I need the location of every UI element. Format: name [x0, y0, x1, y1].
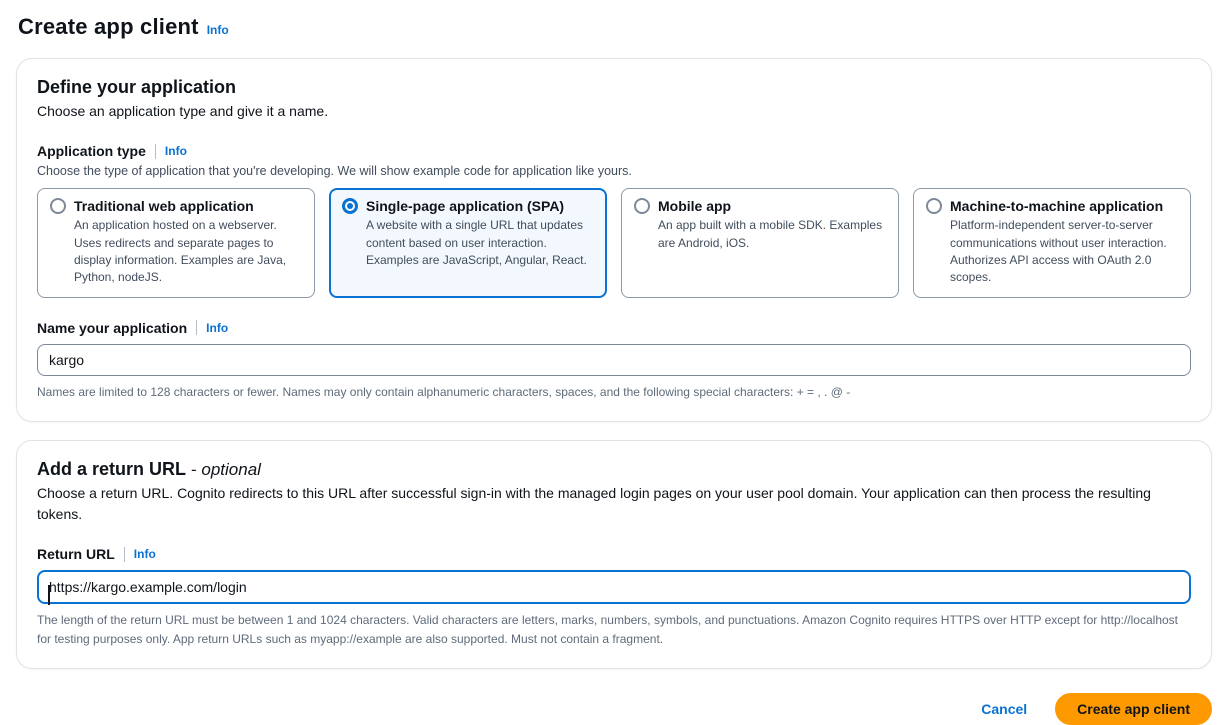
label-divider — [154, 143, 156, 159]
tile-title: Mobile app — [658, 198, 732, 215]
radio-unselected-icon[interactable] — [634, 198, 650, 215]
tile-title: Machine-to-machine application — [950, 198, 1164, 215]
label-divider — [196, 320, 198, 336]
tile-description: Platform-independent server-to-server co… — [950, 218, 1167, 285]
page-title: Create app client — [18, 14, 199, 39]
application-type-label: Application type — [37, 143, 146, 160]
optional-label: optional — [201, 460, 261, 480]
tile-title: Single-page application (SPA) — [366, 198, 565, 215]
radio-unselected-icon[interactable] — [50, 198, 66, 215]
return-url-input-wrap — [37, 570, 1191, 606]
cancel-button[interactable]: Cancel — [981, 701, 1028, 718]
app-name-constraint: Names are limited to 128 characters or f… — [37, 384, 851, 399]
tile-description: A website with a single URL that updates… — [366, 218, 587, 268]
application-type-tiles: Traditional web application An applicati… — [37, 188, 1191, 298]
label-divider — [123, 546, 125, 562]
return-url-label: Return URL — [37, 546, 115, 563]
tile-machine-to-machine-application[interactable]: Machine-to-machine application Platform-… — [913, 188, 1191, 298]
tile-single-page-application[interactable]: Single-page application (SPA) A website … — [329, 188, 607, 298]
application-type-info-link[interactable]: Info — [164, 144, 187, 159]
radio-selected-icon[interactable] — [342, 198, 358, 215]
app-name-label-row: Name your application Info — [37, 320, 1191, 336]
return-url-section-heading: Add a return URL - optional — [37, 459, 261, 480]
optional-separator: - — [190, 460, 197, 480]
page-title-info-link[interactable]: Info — [206, 23, 229, 37]
page-header: Create app client Info — [16, 14, 1212, 40]
return-url-panel: Add a return URL - optional Choose a ret… — [16, 440, 1212, 670]
return-url-constraint: The length of the return URL must be bet… — [37, 613, 1179, 646]
application-type-description: Choose the type of application that you'… — [37, 164, 632, 179]
return-url-label-row: Return URL Info — [37, 546, 1191, 562]
tile-description: An application hosted on a webserver. Us… — [74, 218, 287, 285]
tile-title: Traditional web application — [74, 198, 254, 215]
app-name-input[interactable] — [37, 343, 1191, 376]
text-caret — [48, 585, 50, 606]
application-type-label-row: Application type Info — [37, 143, 1191, 159]
return-url-description: Choose a return URL. Cognito redirects t… — [37, 485, 1151, 522]
app-name-info-link[interactable]: Info — [206, 320, 229, 335]
create-app-client-button[interactable]: Create app client — [1055, 693, 1212, 725]
return-url-input[interactable] — [37, 570, 1191, 605]
app-name-label: Name your application — [37, 319, 188, 336]
footer-actions: Cancel Create app client — [16, 693, 1212, 725]
define-section-subheading: Choose an application type and give it a… — [37, 103, 329, 119]
tile-traditional-web-application[interactable]: Traditional web application An applicati… — [37, 188, 315, 298]
tile-mobile-app[interactable]: Mobile app An app built with a mobile SD… — [621, 188, 899, 298]
return-url-info-link[interactable]: Info — [133, 547, 156, 562]
define-application-panel: Define your application Choose an applic… — [16, 58, 1212, 423]
tile-description: An app built with a mobile SDK. Examples… — [658, 218, 883, 250]
define-section-heading: Define your application — [37, 77, 237, 97]
radio-unselected-icon[interactable] — [926, 198, 942, 215]
